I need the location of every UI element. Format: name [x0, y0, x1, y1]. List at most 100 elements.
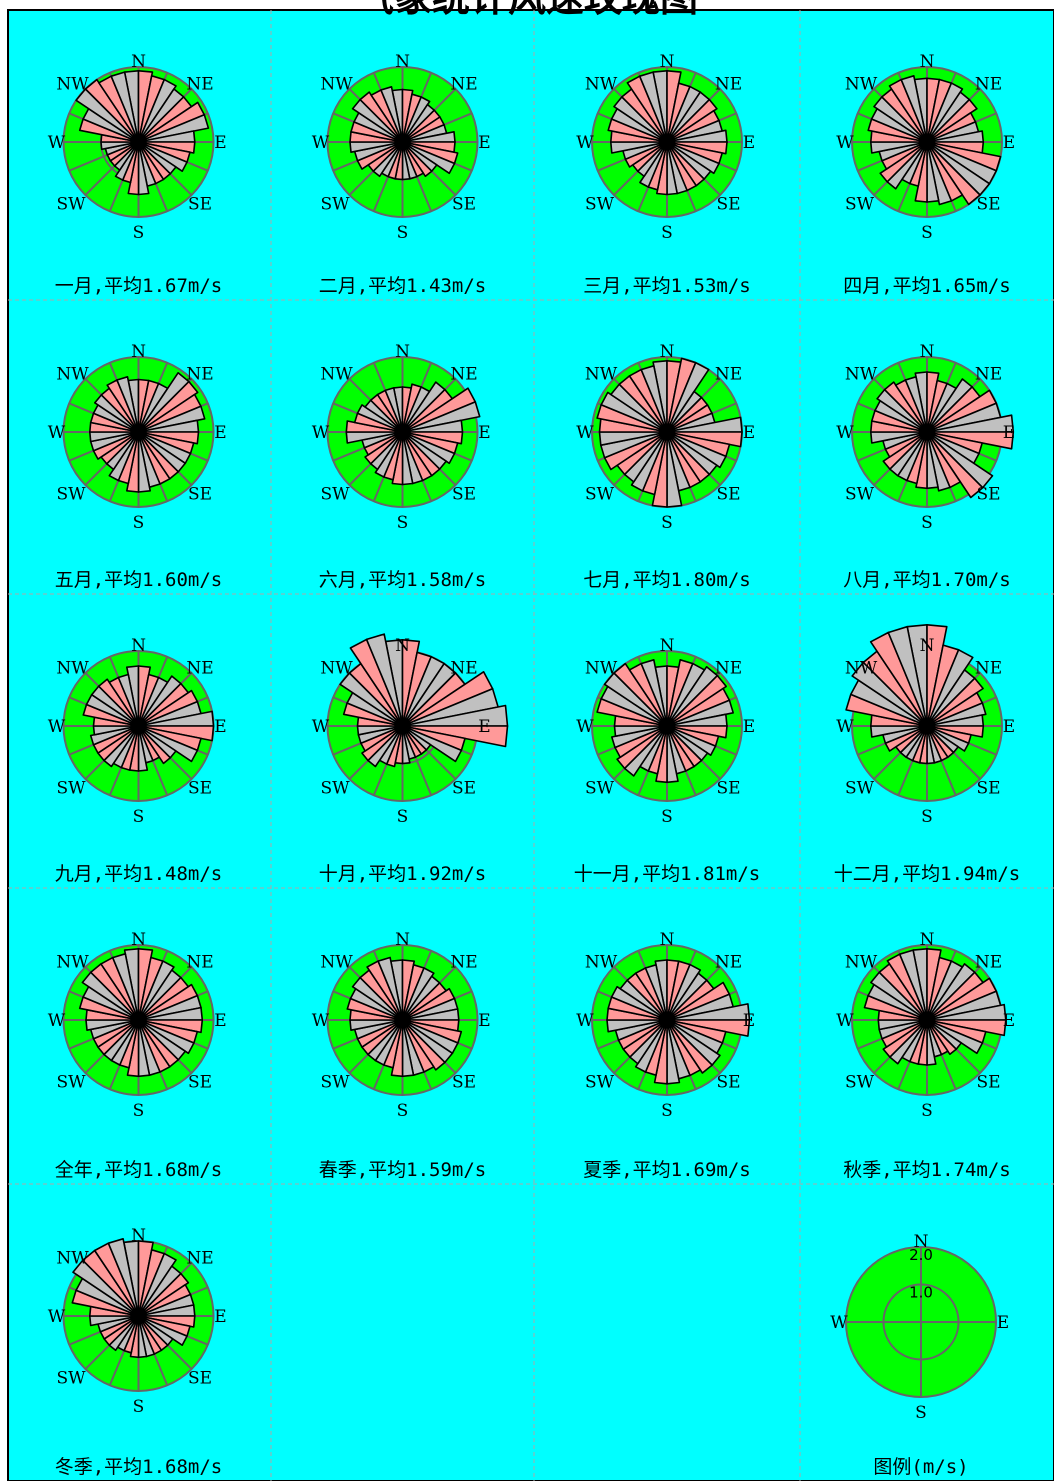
- direction-label-ne: NE: [975, 953, 1002, 973]
- direction-label-e: E: [214, 1011, 226, 1031]
- legend-caption: 图例(m/s): [873, 1456, 968, 1478]
- direction-label-se: SE: [976, 485, 1000, 505]
- direction-label-s: S: [661, 1101, 673, 1121]
- direction-label-e: E: [478, 1011, 490, 1031]
- direction-label-sw: SW: [845, 1073, 875, 1093]
- direction-label-nw: NW: [56, 953, 89, 973]
- wind-rose-chart: N NE E SE S SW W NW 十一月,平均1.81m/s: [574, 636, 761, 885]
- direction-label-e: E: [743, 133, 755, 153]
- rose-petal-nnw: [380, 86, 404, 143]
- rose-caption: 七月,平均1.80m/s: [583, 569, 751, 591]
- wind-rose-chart: N NE E SE S SW W NW 秋季,平均1.74m/s: [836, 930, 1015, 1181]
- direction-label-n: N: [660, 930, 675, 950]
- direction-label-w: W: [312, 423, 330, 443]
- wind-rose-chart: N NE E SE S SW W NW 九月,平均1.48m/s: [48, 636, 227, 885]
- direction-label-nw: NW: [845, 659, 878, 679]
- direction-label-s: S: [921, 513, 933, 533]
- direction-label-ne: NE: [186, 75, 213, 95]
- direction-label-ne: NE: [975, 365, 1002, 385]
- direction-label-n: N: [395, 52, 410, 72]
- direction-label-se: SE: [976, 195, 1000, 215]
- direction-label-s: S: [397, 807, 409, 827]
- direction-label-s: S: [921, 1101, 933, 1121]
- direction-label-s: S: [661, 807, 673, 827]
- direction-label-n: N: [660, 636, 675, 656]
- direction-label-w: W: [48, 1307, 66, 1327]
- direction-label-w: W: [312, 717, 330, 737]
- direction-label-e: E: [214, 1307, 226, 1327]
- wind-rose-chart: N NE E SE S SW W NW 十二月,平均1.94m/s: [834, 623, 1020, 885]
- direction-label-e: E: [478, 133, 490, 153]
- direction-label-se: SE: [976, 1073, 1000, 1093]
- rose-petal-nnw: [640, 658, 668, 727]
- direction-label-se: SE: [188, 1369, 212, 1389]
- direction-label-w: W: [48, 1011, 66, 1031]
- page-title: 气象统计风速玫瑰图: [0, 0, 1054, 18]
- direction-label-nw: NW: [320, 953, 353, 973]
- direction-label-s: S: [397, 513, 409, 533]
- direction-label-sw: SW: [56, 1369, 86, 1389]
- direction-label-w: W: [576, 133, 594, 153]
- direction-label-n: N: [131, 1226, 146, 1246]
- wind-rose-chart: N NE E SE S SW W NW 五月,平均1.60m/s: [48, 342, 227, 591]
- direction-label-n: N: [920, 930, 935, 950]
- direction-label-n: N: [660, 52, 675, 72]
- direction-label-s: S: [661, 223, 673, 243]
- direction-label-w: W: [48, 717, 66, 737]
- rose-petal-nnw: [638, 71, 668, 143]
- direction-label-ne: NE: [186, 659, 213, 679]
- direction-label-n: N: [395, 636, 410, 656]
- direction-label-e: E: [1003, 717, 1015, 737]
- direction-label-w: W: [836, 717, 854, 737]
- direction-label-nw: NW: [56, 75, 89, 95]
- direction-label-nw: NW: [56, 1249, 89, 1269]
- direction-label-e: E: [1003, 1011, 1015, 1031]
- wind-rose-chart: N NE E SE S SW W NW 夏季,平均1.69m/s: [576, 930, 755, 1181]
- direction-label-w: W: [836, 133, 854, 153]
- direction-label-nw: NW: [585, 953, 618, 973]
- direction-label-sw: SW: [585, 1073, 615, 1093]
- direction-label-nw: NW: [845, 75, 878, 95]
- direction-label-n: N: [920, 342, 935, 362]
- legend-scale-label: 2.0: [909, 1246, 933, 1264]
- direction-label-ne: NE: [715, 953, 742, 973]
- direction-label-ne: NE: [975, 75, 1002, 95]
- direction-label-w: W: [48, 423, 66, 443]
- direction-label-sw: SW: [56, 779, 86, 799]
- direction-label-sw: SW: [320, 1073, 350, 1093]
- direction-label-s: S: [133, 1397, 145, 1417]
- direction-label-sw: SW: [56, 485, 86, 505]
- direction-label-nw: NW: [56, 365, 89, 385]
- direction-label-se: SE: [716, 779, 740, 799]
- direction-label-e: E: [214, 133, 226, 153]
- direction-label-sw: SW: [585, 195, 615, 215]
- direction-label-w: W: [830, 1313, 848, 1333]
- direction-label-w: W: [576, 423, 594, 443]
- rose-caption: 秋季,平均1.74m/s: [843, 1159, 1011, 1181]
- wind-rose-chart: N NE E SE S SW W NW 七月,平均1.80m/s: [576, 342, 755, 591]
- direction-label-ne: NE: [715, 75, 742, 95]
- rose-caption: 冬季,平均1.68m/s: [55, 1456, 223, 1478]
- direction-label-ne: NE: [450, 953, 477, 973]
- wind-rose-chart: N NE E SE S SW W NW 春季,平均1.59m/s: [312, 930, 491, 1181]
- direction-label-e: E: [214, 717, 226, 737]
- direction-label-se: SE: [452, 1073, 476, 1093]
- direction-label-nw: NW: [320, 659, 353, 679]
- direction-label-w: W: [836, 423, 854, 443]
- direction-label-s: S: [133, 513, 145, 533]
- rose-petal-nnw: [111, 952, 140, 1021]
- direction-label-e: E: [743, 1011, 755, 1031]
- wind-rose-chart: N NE E SE S SW W NW 十月,平均1.92m/s: [312, 633, 509, 885]
- direction-label-n: N: [131, 636, 146, 656]
- wind-rose-chart: N NE E SE S SW W NW 三月,平均1.53m/s: [576, 52, 755, 297]
- direction-label-n: N: [660, 342, 675, 362]
- wind-rose-chart: N NE E SE S SW W NW 冬季,平均1.68m/s: [48, 1226, 227, 1478]
- wind-rose-chart: N NE E SE S SW W NW 一月,平均1.67m/s: [48, 52, 227, 297]
- wind-rose-chart: N NE E SE S SW W NW 四月,平均1.65m/s: [836, 52, 1015, 297]
- direction-label-sw: SW: [845, 485, 875, 505]
- direction-label-se: SE: [716, 485, 740, 505]
- direction-label-n: N: [914, 1232, 929, 1252]
- rose-petal-nnw: [644, 963, 668, 1021]
- rose-caption: 六月,平均1.58m/s: [319, 569, 487, 591]
